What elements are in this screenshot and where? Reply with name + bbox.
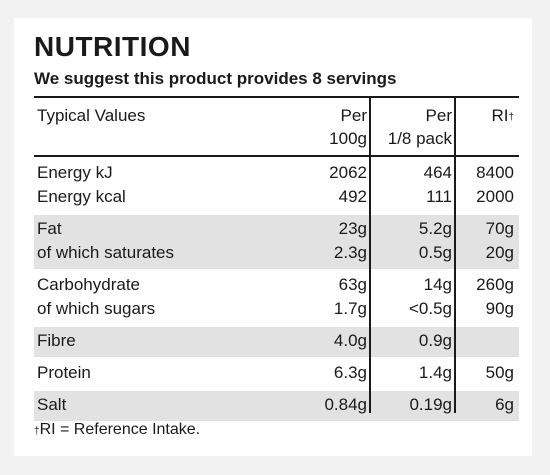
value-per-100g: 23g [338,219,367,238]
value-per-100g: 1.7g [333,299,367,318]
value-ri: 8400 [476,163,514,182]
value-ri: 70g [485,219,514,238]
nutrition-label: NUTRITION We suggest this product provid… [14,18,532,456]
value-ri: 2000 [476,187,514,206]
row-group: Protein 6.3g 1.4g 50g [34,359,519,389]
header-ri-label: RI [491,106,509,125]
nutrient-name: Fat [37,219,62,238]
value-per-pack: 1.4g [418,363,452,382]
nutrient-name: Fibre [37,331,76,350]
row-group: Salt 0.84g 0.19g 6g [34,391,519,421]
footnote-text: RI = Reference Intake. [39,421,201,438]
nutrient-name: Energy kJ [37,163,113,182]
value-per-100g: 2.3g [333,243,367,262]
value-ri: 90g [485,299,514,318]
row-group: Fat 23g 5.2g 70g of which saturates 2.3g 0.5g 2… [34,215,519,269]
nutrient-name: Carbohydrate [37,275,141,294]
nutrition-table: Typical Values Per 100g Per 1/8 pack RI†… [34,96,519,421]
value-per-100g: 63g [338,275,367,294]
header-per100-line1: Per [340,106,367,125]
value-per-100g: 4.0g [333,331,367,350]
header-ri-dagger: † [508,112,514,123]
value-ri: 6g [495,395,514,414]
nutrient-name: Energy kcal [37,187,126,206]
header-per100-line2: 100g [329,129,367,148]
row-group: Fibre 4.0g 0.9g [34,327,519,357]
value-per-pack: 0.5g [418,243,452,262]
row-group: Energy kJ 2062 464 8400 Energy kcal 492 111 200… [34,159,519,213]
column-divider-1 [369,98,371,413]
footnote: †RI = Reference Intake. [34,419,200,441]
nutrition-title: NUTRITION [34,31,191,62]
header-divider [34,155,519,157]
table-header-row: Typical Values Per 100g Per 1/8 pack RI† [34,98,519,155]
value-per-pack: <0.5g [408,299,452,318]
value-per-pack: 0.19g [409,395,452,414]
row-group: Carbohydrate 63g 14g 260g of which sugars 1.7… [34,271,519,325]
value-ri: 260g [476,275,514,294]
value-per-100g: 492 [338,187,367,206]
value-ri: 50g [485,363,514,382]
footnote-dagger: † [34,426,40,437]
value-per-100g: 6.3g [333,363,367,382]
value-per-pack: 14g [423,275,452,294]
header-ri: RI† [491,104,514,127]
value-per-pack: 464 [423,163,452,182]
value-per-pack: 0.9g [418,331,452,350]
value-per-100g: 0.84g [324,395,367,414]
header-perpack-line1: Per [425,106,452,125]
nutrient-name: of which saturates [37,243,175,262]
servings-subtitle: We suggest this product provides 8 servi… [34,69,397,88]
header-typical-values: Typical Values [37,106,146,125]
value-per-pack: 5.2g [418,219,452,238]
value-per-100g: 2062 [329,163,367,182]
header-perpack-line2: 1/8 pack [387,129,452,148]
value-ri: 20g [485,243,514,262]
nutrient-name: Protein [37,363,91,382]
column-divider-2 [454,98,456,413]
nutrient-name: Salt [37,395,67,414]
nutrient-name: of which sugars [37,299,156,318]
value-per-pack: 111 [426,187,452,206]
